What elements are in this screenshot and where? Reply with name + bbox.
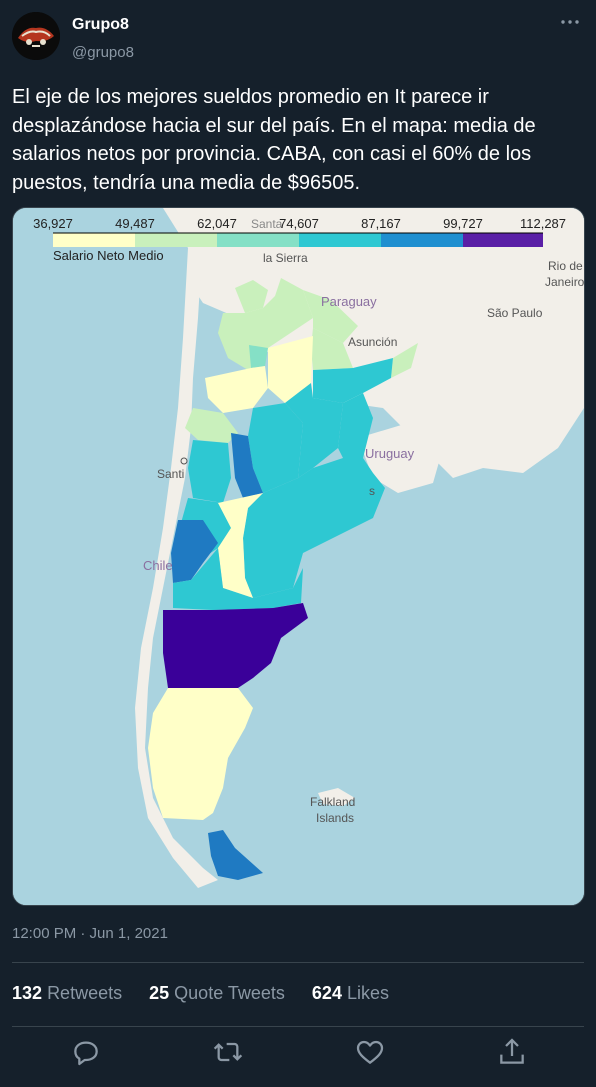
province-la-pampa [218, 493, 263, 598]
legend-tick-6: 99,727 [443, 216, 483, 231]
province-cordoba [248, 403, 303, 493]
legend-tick-5: 87,167 [361, 216, 401, 231]
province-salta [218, 278, 313, 373]
province-rio-negro [173, 548, 303, 610]
legend-band-2 [135, 233, 217, 247]
legend-band-5 [381, 233, 463, 247]
province-formosa [303, 290, 358, 343]
province-entre-rios [338, 393, 373, 458]
map-legend: 36,927 49,487 62,047 74,607 87,167 99,72… [33, 216, 566, 263]
display-name[interactable]: Grupo8 [72, 16, 129, 33]
map-label-la-sierra: la Sierra [263, 251, 308, 265]
map-label-asuncion: Asunción [348, 335, 397, 349]
likes-stat[interactable]: 624 Likes [312, 983, 389, 1003]
province-santa-cruz [148, 688, 253, 820]
avatar[interactable] [12, 12, 60, 60]
province-buenos-aires [243, 458, 385, 598]
retweets-label: Retweets [47, 983, 123, 1003]
province-chaco [311, 328, 353, 370]
map-label-santiago: Santi [157, 467, 184, 481]
province-santa-fe [285, 383, 343, 478]
uruguay-land [358, 423, 443, 493]
map-label-uruguay: Uruguay [365, 446, 415, 461]
map-label-chile: Chile [143, 558, 173, 573]
legend-band-1 [53, 233, 135, 247]
province-san-juan [188, 440, 231, 503]
quote-tweets-label: Quote Tweets [174, 983, 285, 1003]
province-santiago [268, 336, 313, 403]
salary-choropleth-map: Santa Cruz de la Sierra Paraguay Asunció… [13, 208, 584, 905]
legend-band-4 [299, 233, 381, 247]
province-la-rioja [185, 408, 238, 443]
legend-tick-3: 62,047 [197, 216, 237, 231]
tweet-timestamp[interactable]: 12:00 PM · Jun 1, 2021 [12, 925, 168, 942]
map-image[interactable]: Santa Cruz de la Sierra Paraguay Asunció… [12, 207, 585, 906]
map-label-janeiro: Janeiro [545, 275, 584, 289]
tweet-actions [0, 1030, 596, 1075]
legend-tick-7: 112,287 [520, 216, 566, 231]
likes-count: 624 [311, 983, 342, 1003]
tweet-text: El eje de los mejores sueldos promedio e… [12, 86, 536, 194]
likes-label: Likes [346, 983, 390, 1003]
province-catamarca [205, 366, 268, 413]
province-tierra-del-fuego [208, 830, 263, 880]
legend-band-3 [217, 233, 299, 247]
map-label-islands: Islands [316, 811, 354, 825]
province-jujuy [235, 280, 268, 313]
map-label-santa-cruz: Santa [251, 217, 283, 231]
quote-tweets-count: 25 [149, 983, 170, 1003]
province-neuquen [171, 520, 218, 583]
like-icon[interactable] [354, 1036, 386, 1068]
map-label-sao-paulo: São Paulo [487, 306, 543, 320]
map-label-rio: Rio de [548, 259, 583, 273]
legend-tick-1: 36,927 [33, 216, 73, 231]
divider [12, 962, 584, 963]
map-point-santiago [180, 457, 188, 465]
retweets-stat[interactable]: 132 Retweets [12, 983, 122, 1003]
legend-band-6 [463, 233, 543, 247]
province-tucuman [249, 345, 268, 368]
map-label-falkland: Falkland [310, 795, 355, 809]
continent-land [163, 208, 584, 478]
province-corrientes [313, 358, 393, 403]
more-icon[interactable] [558, 10, 582, 34]
quote-tweets-stat[interactable]: 25 Quote Tweets [149, 983, 285, 1003]
reply-icon[interactable] [70, 1036, 102, 1068]
user-handle[interactable]: @grupo8 [72, 44, 134, 61]
province-misiones [391, 343, 418, 378]
tweet-header: Grupo8 @grupo8 [0, 0, 596, 75]
map-label-paraguay: Paraguay [321, 294, 377, 309]
falkland-islands-land [318, 788, 355, 806]
province-chubut [163, 603, 308, 688]
retweet-icon[interactable] [212, 1036, 244, 1068]
divider [12, 1026, 584, 1027]
legend-tick-4: 74,607 [279, 216, 319, 231]
share-icon[interactable] [496, 1036, 528, 1068]
map-label-buenos-aires: s [369, 484, 375, 498]
province-san-luis [231, 433, 263, 498]
tweet-stats: 132 Retweets 25 Quote Tweets 624 Likes [12, 983, 411, 1004]
retweets-count: 132 [12, 983, 43, 1003]
legend-title: Salario Neto Medio [53, 248, 164, 263]
legend-tick-2: 49,487 [115, 216, 155, 231]
